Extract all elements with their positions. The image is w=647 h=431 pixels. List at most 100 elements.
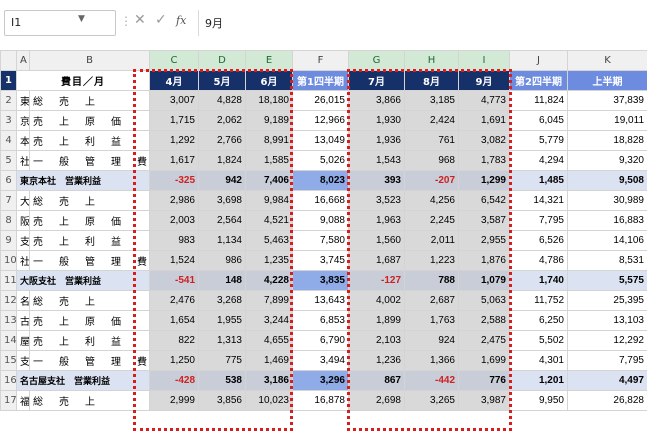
value-cell[interactable]: 1,699 <box>458 350 510 371</box>
value-cell[interactable]: 1,299 <box>458 170 510 191</box>
branch-cell[interactable]: 社 <box>16 150 30 171</box>
value-cell[interactable]: 13,103 <box>567 310 647 331</box>
row-header[interactable]: 10 <box>0 250 17 271</box>
value-cell[interactable]: 1,313 <box>198 330 246 351</box>
value-cell[interactable]: 1,250 <box>149 350 199 371</box>
value-cell[interactable]: 788 <box>404 270 459 291</box>
value-cell[interactable]: 942 <box>198 170 246 191</box>
value-cell[interactable]: 4,521 <box>245 210 293 231</box>
header-cell-4[interactable]: 4月 <box>149 70 199 91</box>
value-cell[interactable]: 9,189 <box>245 110 293 131</box>
value-cell[interactable]: 775 <box>198 350 246 371</box>
value-cell[interactable]: 968 <box>404 150 459 171</box>
row-header[interactable]: 14 <box>0 330 17 351</box>
value-cell[interactable]: 1,936 <box>348 130 405 151</box>
value-cell[interactable]: 1,585 <box>245 150 293 171</box>
value-cell[interactable]: 4,228 <box>245 270 293 291</box>
value-cell[interactable]: -325 <box>149 170 199 191</box>
value-cell[interactable]: 1,524 <box>149 250 199 271</box>
value-cell[interactable]: 14,321 <box>509 190 568 211</box>
value-cell[interactable]: 2,564 <box>198 210 246 231</box>
value-cell[interactable]: 3,745 <box>292 250 349 271</box>
branch-cell[interactable]: 阪 <box>16 210 30 231</box>
branch-cell[interactable]: 大 <box>16 190 30 211</box>
value-cell[interactable]: 1,235 <box>245 250 293 271</box>
value-cell[interactable]: 7,899 <box>245 290 293 311</box>
value-cell[interactable]: 3,185 <box>404 90 459 111</box>
value-cell[interactable]: 25,395 <box>567 290 647 311</box>
value-cell[interactable]: 1,617 <box>149 150 199 171</box>
column-header-k[interactable]: K <box>567 50 647 71</box>
value-cell[interactable]: 1,899 <box>348 310 405 331</box>
row-header[interactable]: 7 <box>0 190 17 211</box>
value-cell[interactable]: 4,256 <box>404 190 459 211</box>
subtotal-label-cell[interactable]: 大阪支社 営業利益 <box>16 270 150 291</box>
value-cell[interactable]: 11,752 <box>509 290 568 311</box>
value-cell[interactable]: 2,687 <box>404 290 459 311</box>
value-cell[interactable]: 5,502 <box>509 330 568 351</box>
item-cell[interactable]: 売 上 利 益 <box>29 330 150 351</box>
value-cell[interactable]: 3,494 <box>292 350 349 371</box>
subtotal-label-cell[interactable]: 名古屋支社 営業利益 <box>16 370 150 391</box>
value-cell[interactable]: 4,497 <box>567 370 647 391</box>
branch-cell[interactable]: 支 <box>16 350 30 371</box>
value-cell[interactable]: 761 <box>404 130 459 151</box>
item-cell[interactable]: 総 売 上 <box>29 390 150 411</box>
value-cell[interactable]: 6,790 <box>292 330 349 351</box>
value-cell[interactable]: 5,779 <box>509 130 568 151</box>
value-cell[interactable]: -428 <box>149 370 199 391</box>
value-cell[interactable]: 1,687 <box>348 250 405 271</box>
formula-input[interactable]: 9月 <box>198 10 647 36</box>
column-header-i[interactable]: I <box>458 50 510 71</box>
header-cell-9[interactable]: 9月 <box>458 70 510 91</box>
value-cell[interactable]: 9,320 <box>567 150 647 171</box>
branch-cell[interactable]: 古 <box>16 310 30 331</box>
value-cell[interactable]: -127 <box>348 270 405 291</box>
value-cell[interactable]: 2,588 <box>458 310 510 331</box>
value-cell[interactable]: 6,542 <box>458 190 510 211</box>
value-cell[interactable]: 4,655 <box>245 330 293 351</box>
branch-cell[interactable]: 屋 <box>16 330 30 351</box>
select-all-corner[interactable] <box>0 50 17 71</box>
value-cell[interactable]: 1,543 <box>348 150 405 171</box>
value-cell[interactable]: 2,999 <box>149 390 199 411</box>
value-cell[interactable]: 3,698 <box>198 190 246 211</box>
item-cell[interactable]: 総 売 上 <box>29 290 150 311</box>
header-label-cell[interactable]: 費目／月 <box>16 70 150 91</box>
row-header[interactable]: 2 <box>0 90 17 111</box>
value-cell[interactable]: 148 <box>198 270 246 291</box>
value-cell[interactable]: 11,824 <box>509 90 568 111</box>
value-cell[interactable]: 1,654 <box>149 310 199 331</box>
item-cell[interactable]: 売 上 原 価 <box>29 110 150 131</box>
value-cell[interactable]: 822 <box>149 330 199 351</box>
value-cell[interactable]: 986 <box>198 250 246 271</box>
value-cell[interactable]: 8,023 <box>292 170 349 191</box>
value-cell[interactable]: 1,715 <box>149 110 199 131</box>
subtotal-label-cell[interactable]: 東京本社 営業利益 <box>16 170 150 191</box>
row-header[interactable]: 1 <box>0 70 17 91</box>
value-cell[interactable]: 18,828 <box>567 130 647 151</box>
value-cell[interactable]: 1,691 <box>458 110 510 131</box>
column-header-g[interactable]: G <box>348 50 405 71</box>
value-cell[interactable]: 1,930 <box>348 110 405 131</box>
header-cell-q2[interactable]: 第2四半期 <box>509 70 568 91</box>
value-cell[interactable]: 2,986 <box>149 190 199 211</box>
value-cell[interactable]: 7,580 <box>292 230 349 251</box>
value-cell[interactable]: 1,763 <box>404 310 459 331</box>
column-header-j[interactable]: J <box>509 50 568 71</box>
item-cell[interactable]: 売 上 原 価 <box>29 310 150 331</box>
value-cell[interactable]: 4,773 <box>458 90 510 111</box>
value-cell[interactable]: 3,866 <box>348 90 405 111</box>
value-cell[interactable]: 1,201 <box>509 370 568 391</box>
header-cell-6[interactable]: 6月 <box>245 70 293 91</box>
value-cell[interactable]: 2,698 <box>348 390 405 411</box>
value-cell[interactable]: 16,668 <box>292 190 349 211</box>
value-cell[interactable]: 3,296 <box>292 370 349 391</box>
value-cell[interactable]: 4,002 <box>348 290 405 311</box>
chevron-down-icon[interactable]: ▼ <box>78 14 85 24</box>
cancel-icon[interactable]: ✕ <box>134 12 146 28</box>
row-header[interactable]: 4 <box>0 130 17 151</box>
value-cell[interactable]: 4,828 <box>198 90 246 111</box>
value-cell[interactable]: 2,424 <box>404 110 459 131</box>
value-cell[interactable]: 2,062 <box>198 110 246 131</box>
